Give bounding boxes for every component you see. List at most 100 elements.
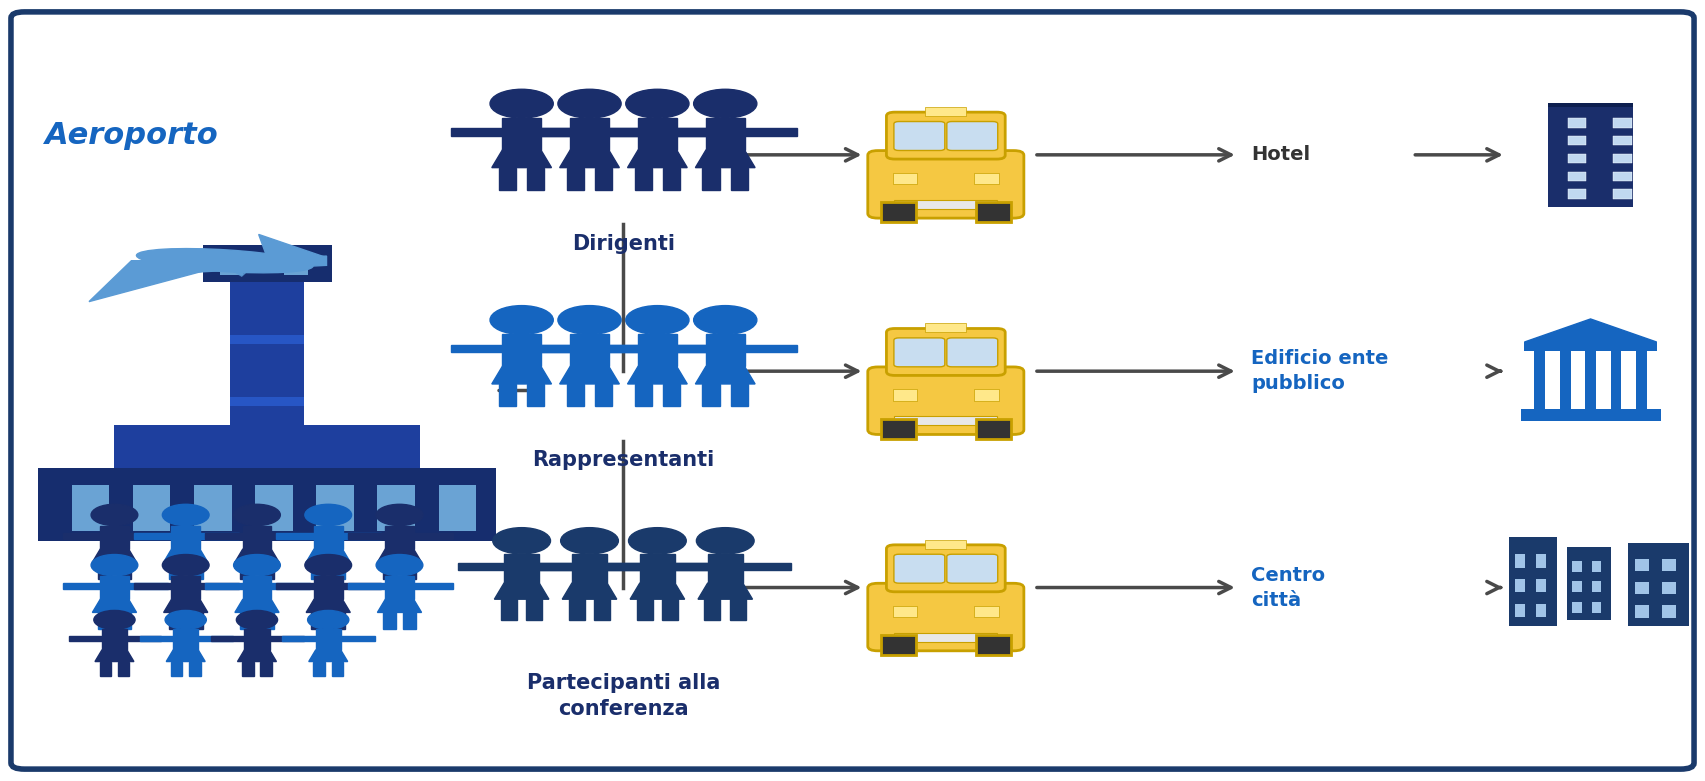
Bar (1509, 537, 1557, 626)
Bar (540, 344, 593, 352)
Bar (1635, 605, 1649, 618)
Bar (438, 485, 476, 531)
Bar (189, 562, 203, 579)
Bar (1613, 172, 1632, 181)
Bar (975, 635, 1011, 655)
Bar (663, 168, 680, 190)
Bar (1586, 351, 1596, 409)
Bar (1662, 558, 1676, 571)
Bar (1560, 351, 1570, 409)
Bar (662, 563, 709, 570)
Bar (312, 562, 324, 579)
Bar (97, 562, 111, 579)
Bar (385, 576, 414, 600)
Bar (1536, 555, 1546, 568)
Bar (655, 128, 708, 136)
Bar (128, 533, 167, 539)
Polygon shape (563, 583, 617, 599)
Bar (140, 636, 174, 640)
Bar (315, 629, 341, 650)
Bar (194, 485, 232, 531)
Bar (404, 612, 416, 629)
Bar (704, 599, 721, 619)
Circle shape (305, 505, 351, 526)
Circle shape (489, 89, 552, 118)
Bar (677, 344, 730, 352)
Text: Partecipanti alla
conferenza: Partecipanti alla conferenza (527, 672, 720, 719)
Bar (348, 583, 387, 589)
Polygon shape (696, 150, 755, 168)
Bar (230, 271, 305, 426)
Bar (382, 562, 396, 579)
FancyBboxPatch shape (893, 555, 945, 583)
Bar (133, 583, 172, 589)
Bar (708, 554, 743, 583)
Bar (893, 606, 917, 617)
Bar (662, 599, 679, 619)
Polygon shape (217, 261, 259, 276)
Bar (1524, 342, 1657, 351)
FancyBboxPatch shape (946, 122, 997, 151)
Bar (220, 259, 244, 275)
Circle shape (305, 555, 351, 576)
Bar (636, 599, 653, 619)
Circle shape (561, 528, 619, 554)
Bar (503, 334, 540, 366)
Bar (452, 128, 505, 136)
Bar (1548, 102, 1633, 207)
Polygon shape (491, 150, 551, 168)
Circle shape (558, 305, 621, 334)
Bar (1662, 605, 1676, 618)
Bar (1567, 189, 1586, 198)
Bar (745, 128, 798, 136)
Bar (893, 200, 997, 209)
Bar (199, 533, 239, 539)
Bar (414, 583, 454, 589)
Bar (1591, 601, 1601, 612)
Polygon shape (627, 366, 687, 384)
Polygon shape (89, 261, 242, 301)
Bar (133, 485, 171, 531)
Polygon shape (164, 600, 208, 612)
Bar (174, 629, 198, 650)
Circle shape (629, 528, 685, 554)
Polygon shape (631, 583, 685, 599)
Bar (271, 583, 310, 589)
FancyBboxPatch shape (868, 583, 1025, 651)
Bar (1567, 136, 1586, 145)
Bar (314, 526, 343, 549)
Circle shape (694, 305, 757, 334)
Bar (500, 384, 517, 406)
Bar (102, 629, 128, 650)
Bar (505, 554, 539, 583)
Bar (261, 562, 275, 579)
Circle shape (493, 528, 551, 554)
Bar (702, 384, 720, 406)
Bar (170, 662, 182, 676)
Circle shape (489, 305, 552, 334)
Bar (540, 128, 593, 136)
Polygon shape (95, 650, 135, 662)
Bar (595, 168, 612, 190)
Bar (893, 173, 917, 184)
FancyBboxPatch shape (868, 151, 1025, 218)
Bar (276, 583, 315, 589)
Bar (240, 612, 252, 629)
Bar (99, 662, 111, 676)
Bar (638, 334, 677, 366)
Bar (500, 168, 517, 190)
Bar (634, 168, 651, 190)
Bar (1521, 409, 1661, 422)
FancyBboxPatch shape (887, 545, 1006, 592)
Bar (1613, 154, 1632, 163)
Bar (595, 384, 612, 406)
Bar (172, 576, 199, 600)
Bar (242, 662, 254, 676)
Bar (974, 606, 999, 617)
Bar (276, 533, 315, 539)
Bar (343, 583, 382, 589)
Bar (118, 612, 131, 629)
Polygon shape (696, 366, 755, 384)
Bar (1567, 172, 1586, 181)
Text: Aeroporto: Aeroporto (44, 121, 218, 150)
